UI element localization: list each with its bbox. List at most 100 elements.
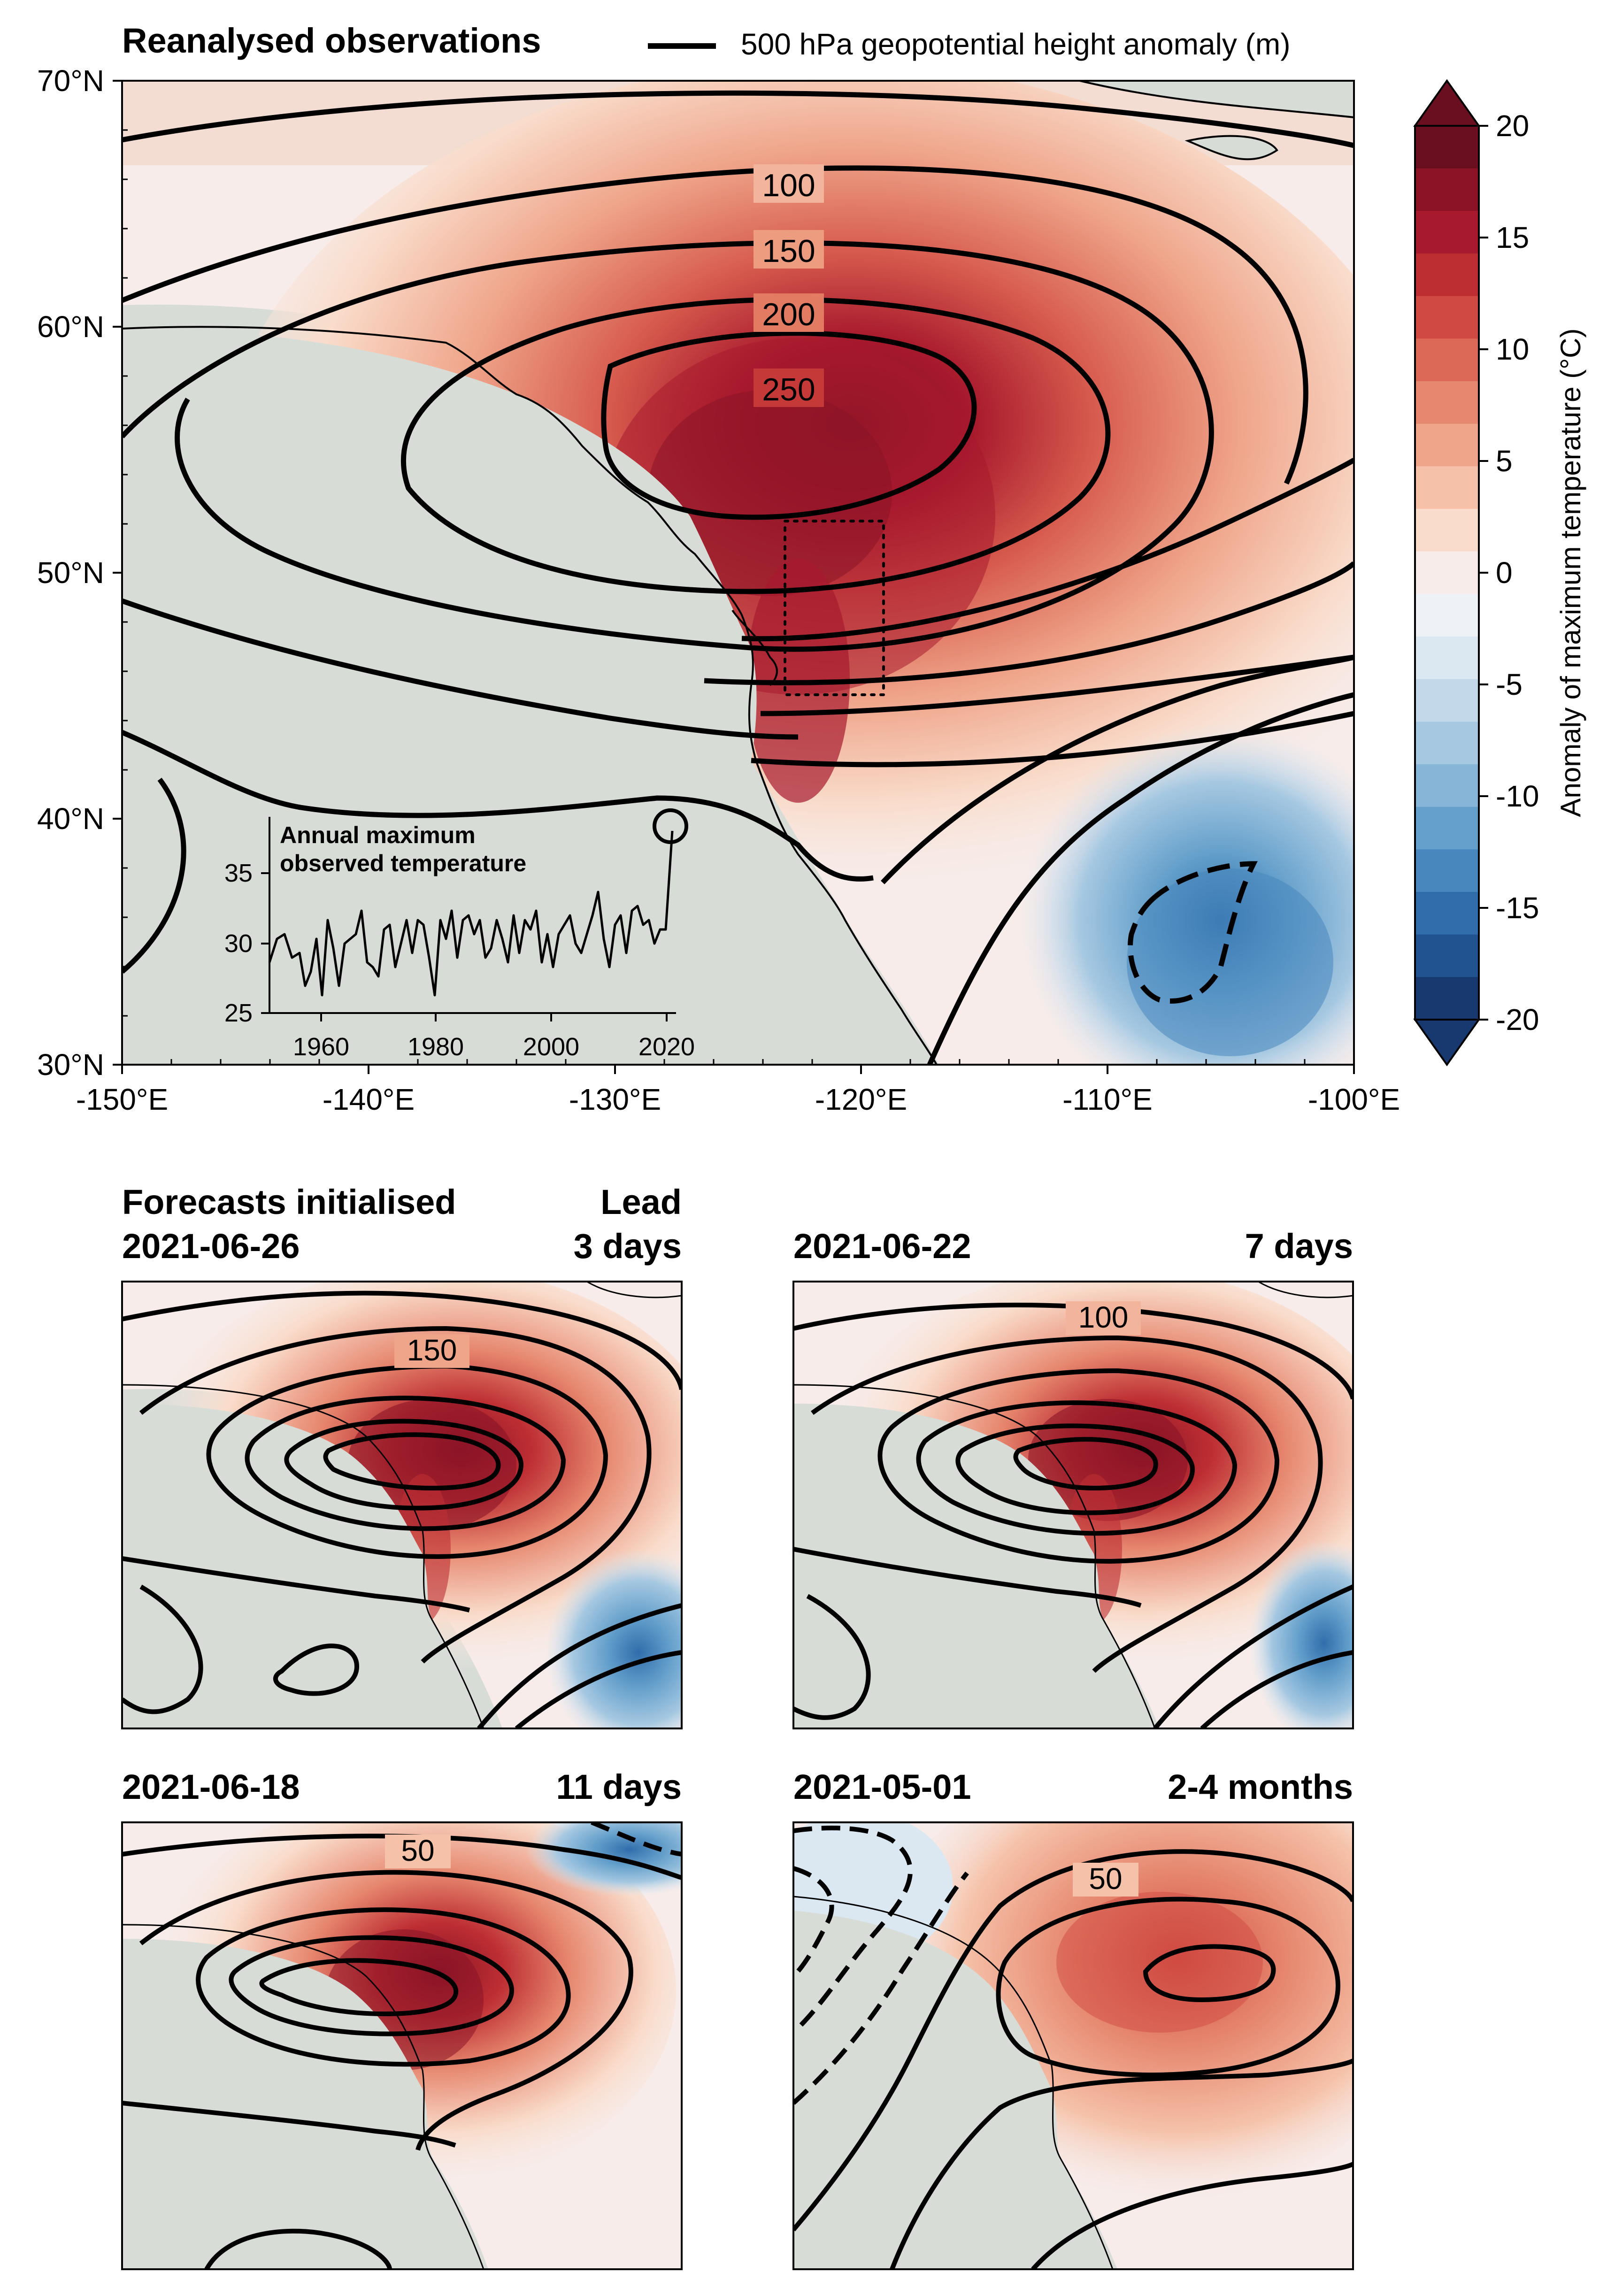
colorbar-segment: [1415, 551, 1479, 594]
colorbar-segment: [1415, 296, 1479, 339]
cb-label-0: 0: [1496, 556, 1513, 590]
inset-x-2020: 2020: [638, 1033, 695, 1061]
colorbar-segment: [1415, 338, 1479, 382]
lon-label-110: -110°E: [1062, 1083, 1153, 1116]
contour-label-200: 200: [762, 297, 815, 332]
panel-3-frame: [121, 1821, 683, 2270]
inset-y-25: 25: [224, 999, 253, 1027]
cb-label-10: 10: [1496, 332, 1529, 366]
colorbar-segment: [1415, 637, 1479, 680]
forecast-panel-4: 2021-05-01 2-4 months 50: [792, 1767, 1354, 2270]
panel-3-contour-label: 50: [401, 1834, 434, 1867]
lon-label-150: -150°E: [76, 1083, 168, 1116]
colorbar-segment: [1415, 764, 1479, 807]
geopotential-contours: [122, 90, 1354, 1065]
lat-label-50: 50°N: [37, 556, 104, 590]
contour-label-250: 250: [762, 372, 815, 407]
cb-label-15: 15: [1496, 221, 1529, 254]
lon-label-100: -100°E: [1308, 1083, 1400, 1116]
cb-label-m20: -20: [1496, 1003, 1539, 1037]
inset-2021-highlight: [653, 808, 688, 844]
colorbar-segment: [1415, 679, 1479, 722]
colorbar-min-arrow: [1413, 1019, 1481, 1067]
colorbar-segment: [1415, 849, 1479, 892]
main-map: Reanalysed observations 500 hPa geopoten…: [37, 21, 1400, 1116]
lat-label-30: 30°N: [37, 1048, 104, 1082]
latitude-labels: 70°N 60°N 50°N 40°N 30°N: [37, 64, 104, 1082]
cb-label-m15: -15: [1496, 891, 1539, 925]
longitude-axis: [121, 1065, 1355, 1074]
contour-label-150: 150: [762, 233, 815, 269]
colorbar-segment: [1415, 509, 1479, 552]
colorbar-segment: [1415, 892, 1479, 935]
cb-label-m10: -10: [1496, 779, 1539, 813]
forecast-panel-2: 2021-06-22 7 days: [792, 1227, 1354, 1729]
cb-label-5: 5: [1496, 444, 1513, 478]
colorbar-segments: [1415, 126, 1479, 1020]
contour-label-100: 100: [762, 168, 815, 203]
colorbar-label: Anomaly of maximum temperature (°C): [1555, 329, 1586, 817]
panel-4-frame: [792, 1821, 1354, 2270]
colorbar-segment: [1415, 381, 1479, 424]
lat-label-60: 60°N: [37, 310, 104, 344]
colorbar-segment: [1415, 168, 1479, 211]
inset-chart: Annual maximum observed temperature 35 3…: [224, 808, 695, 1061]
panel-1-date: 2021-06-26: [122, 1227, 300, 1266]
forecast-panel-1: 2021-06-26 3 days: [121, 1227, 683, 1729]
lat-label-40: 40°N: [37, 802, 104, 836]
panel-1-frame: [121, 1281, 683, 1729]
latitude-minor-ticks: [122, 129, 128, 1017]
panel-1-lead: 3 days: [574, 1227, 682, 1266]
panel-3-date: 2021-06-18: [122, 1767, 300, 1806]
panel-2-date: 2021-06-22: [793, 1227, 971, 1266]
colorbar-max-arrow: [1413, 79, 1481, 127]
lat-label-70: 70°N: [37, 64, 104, 98]
inset-x-ticks: [320, 1013, 668, 1021]
colorbar-segment: [1415, 466, 1479, 509]
inset-x-2000: 2000: [523, 1033, 579, 1061]
colorbar-segment: [1415, 934, 1479, 977]
inset-x-1980: 1980: [408, 1033, 464, 1061]
inset-title-line2: observed temperature: [280, 850, 526, 876]
colorbar-segment: [1415, 423, 1479, 467]
inset-x-1960: 1960: [293, 1033, 349, 1061]
inset-y-ticks: [261, 872, 269, 1014]
forecast-header: Forecasts initialised Lead: [122, 1183, 682, 1221]
panel-3-lead: 11 days: [556, 1767, 682, 1806]
forecast-header-title: Forecasts initialised: [122, 1183, 456, 1221]
lon-label-130: -130°E: [569, 1083, 661, 1116]
inset-y-30: 30: [224, 929, 253, 958]
colorbar-segment: [1415, 253, 1479, 297]
colorbar-segment: [1415, 977, 1479, 1020]
legend-label: 500 hPa geopotential height anomaly (m): [741, 27, 1291, 61]
panel-2-lead: 7 days: [1245, 1227, 1353, 1266]
panel-4-date: 2021-05-01: [793, 1767, 971, 1806]
longitude-minor-ticks: [170, 1059, 1306, 1065]
panel-4-lead: 2-4 months: [1168, 1767, 1353, 1806]
colorbar-segment: [1415, 722, 1479, 765]
cb-label-m5: -5: [1496, 668, 1523, 701]
colorbar: 20 15 10 5 0 -5 -10 -15 -20 Anomaly of m…: [1413, 79, 1586, 1067]
colorbar-segment: [1415, 211, 1479, 254]
lon-label-140: -140°E: [323, 1083, 415, 1116]
inset-title-line1: Annual maximum: [280, 822, 476, 848]
main-contour-labels: 100 150 200 250: [754, 164, 824, 407]
panel-2-frame: [792, 1281, 1354, 1729]
latitude-axis: [113, 80, 122, 1066]
panel-1-contour-label: 150: [407, 1333, 457, 1367]
panel-4-contour-label: 50: [1089, 1862, 1122, 1896]
inset-y-labels: 35 30 25: [224, 859, 253, 1027]
inset-x-labels: 1960 1980 2000 2020: [293, 1033, 695, 1061]
forecast-header-lead: Lead: [600, 1183, 682, 1221]
main-map-field: [122, 81, 1354, 1065]
colorbar-ticks: [1479, 125, 1488, 1021]
main-title: Reanalysed observations: [122, 21, 541, 60]
colorbar-segment: [1415, 594, 1479, 637]
cb-label-20: 20: [1496, 109, 1529, 143]
forecast-panel-3: 2021-06-18 11 days 50: [121, 1767, 683, 2270]
colorbar-segment: [1415, 806, 1479, 850]
colorbar-tick-labels: 20 15 10 5 0 -5 -10 -15 -20: [1496, 109, 1539, 1037]
panel-2-contour-label: 100: [1078, 1300, 1129, 1334]
colorbar-segment: [1415, 126, 1479, 169]
